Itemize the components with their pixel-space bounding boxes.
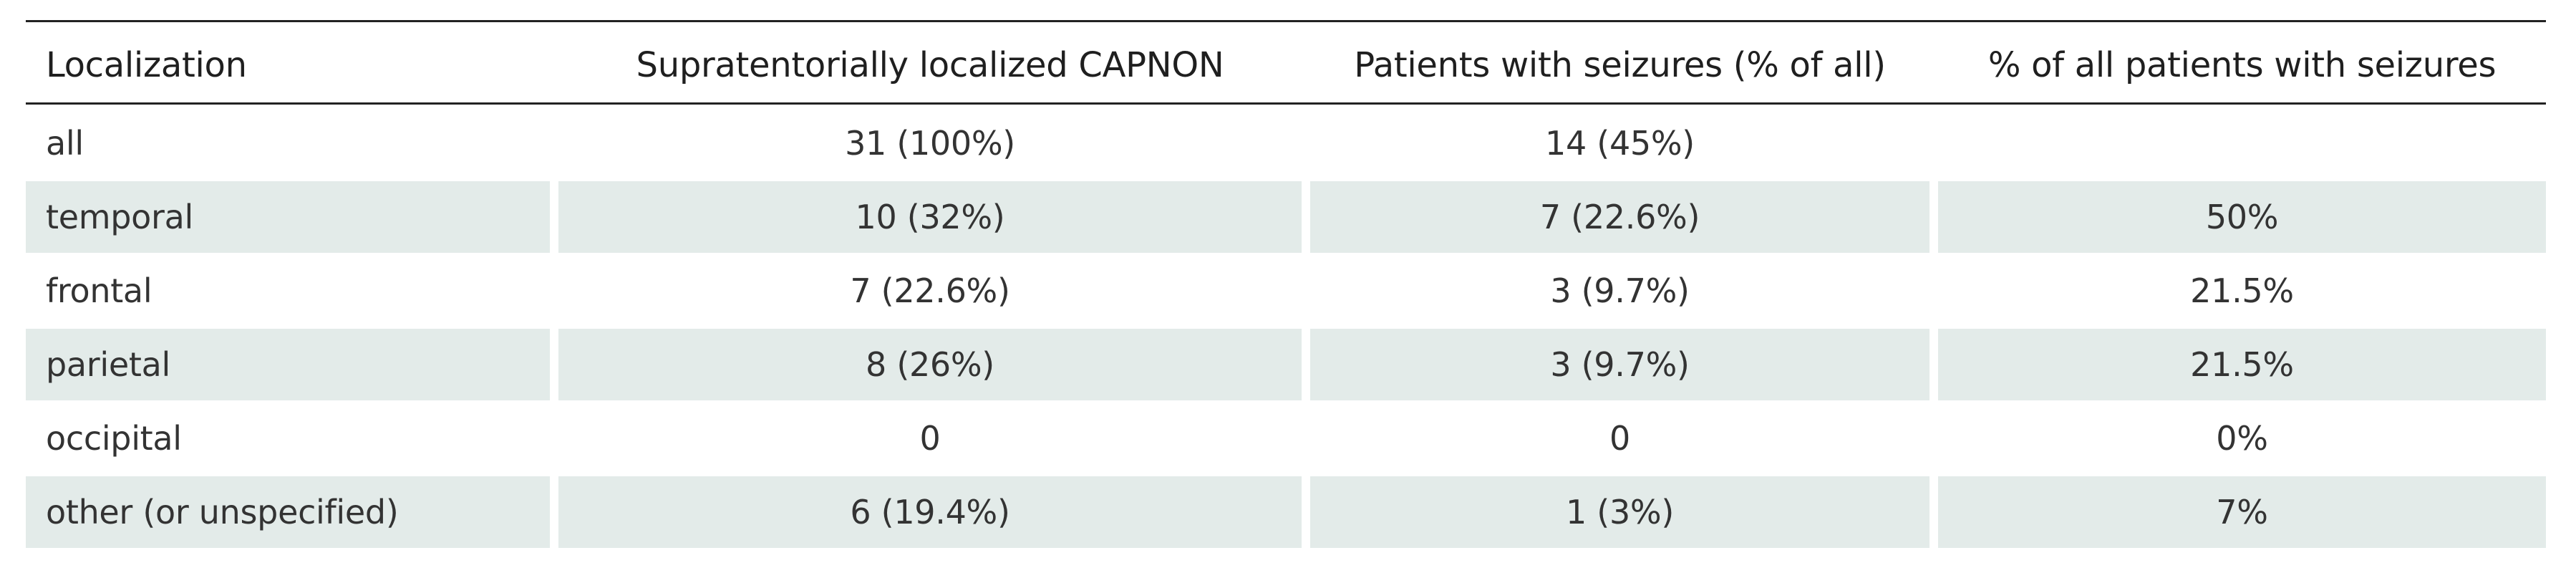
- cell-capnon: 0: [919, 419, 941, 458]
- cell-localization: occipital: [46, 419, 182, 458]
- table-top-rule: [26, 20, 2546, 22]
- cell-percent-seizures: 21.5%: [2190, 271, 2294, 310]
- cell-capnon: 8 (26%): [558, 329, 1302, 400]
- table-row: frontal 7 (22.6%) 3 (9.7%) 21.5%: [26, 255, 2546, 327]
- cell-percent-seizures: 0%: [2216, 419, 2268, 458]
- header-localization: Localization: [46, 45, 247, 85]
- cell-seizures: 1 (3%): [1310, 476, 1929, 548]
- cell-seizures: 0: [1609, 419, 1630, 458]
- table-row: occipital 0 0 0%: [26, 403, 2546, 474]
- cell-percent-seizures: 50%: [1938, 181, 2546, 253]
- header-supratentorially-localized-capnon: Supratentorially localized CAPNON: [636, 45, 1224, 85]
- cell-seizures: 7 (22.6%): [1310, 181, 1929, 253]
- cell-capnon: 6 (19.4%): [558, 476, 1302, 548]
- cell-localization: parietal: [26, 329, 550, 400]
- cell-localization: other (or unspecified): [26, 476, 550, 548]
- table-row: temporal 10 (32%) 7 (22.6%) 50%: [26, 181, 2546, 253]
- cell-localization: all: [46, 124, 84, 163]
- cell-localization: temporal: [26, 181, 550, 253]
- header-percent-of-all-patients-with-seizures: % of all patients with seizures: [1987, 45, 2497, 85]
- cell-seizures: 3 (9.7%): [1550, 271, 1690, 310]
- cell-localization: frontal: [46, 271, 152, 310]
- cell-capnon: 31 (100%): [845, 124, 1015, 163]
- cell-capnon: 10 (32%): [558, 181, 1302, 253]
- cell-capnon: 7 (22.6%): [850, 271, 1010, 310]
- table-header-row: Localization Supratentorially localized …: [26, 29, 2546, 102]
- cell-percent-seizures: 7%: [1938, 476, 2546, 548]
- header-patients-with-seizures: Patients with seizures (% of all): [1354, 45, 1886, 85]
- cell-percent-seizures: [1938, 107, 2546, 179]
- table-row: all 31 (100%) 14 (45%): [26, 107, 2546, 179]
- cell-seizures: 14 (45%): [1545, 124, 1695, 163]
- cell-percent-seizures: 21.5%: [1938, 329, 2546, 400]
- table-row: parietal 8 (26%) 3 (9.7%) 21.5%: [26, 329, 2546, 400]
- table-header-rule: [26, 102, 2546, 105]
- cell-seizures: 3 (9.7%): [1310, 329, 1929, 400]
- table-row: other (or unspecified) 6 (19.4%) 1 (3%) …: [26, 476, 2546, 548]
